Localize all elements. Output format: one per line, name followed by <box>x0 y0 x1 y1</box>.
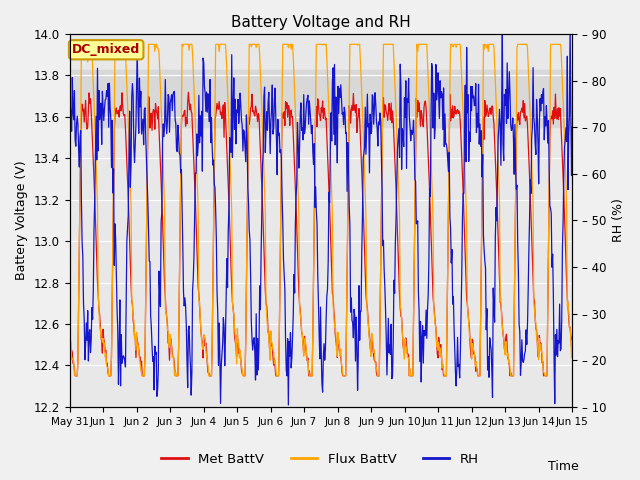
Legend: Met BattV, Flux BattV, RH: Met BattV, Flux BattV, RH <box>156 447 484 471</box>
Title: Battery Voltage and RH: Battery Voltage and RH <box>231 15 411 30</box>
Y-axis label: RH (%): RH (%) <box>612 198 625 242</box>
Bar <box>70 70 572 127</box>
Y-axis label: Battery Voltage (V): Battery Voltage (V) <box>15 161 28 280</box>
Text: DC_mixed: DC_mixed <box>72 43 140 56</box>
Text: Time: Time <box>548 460 579 473</box>
